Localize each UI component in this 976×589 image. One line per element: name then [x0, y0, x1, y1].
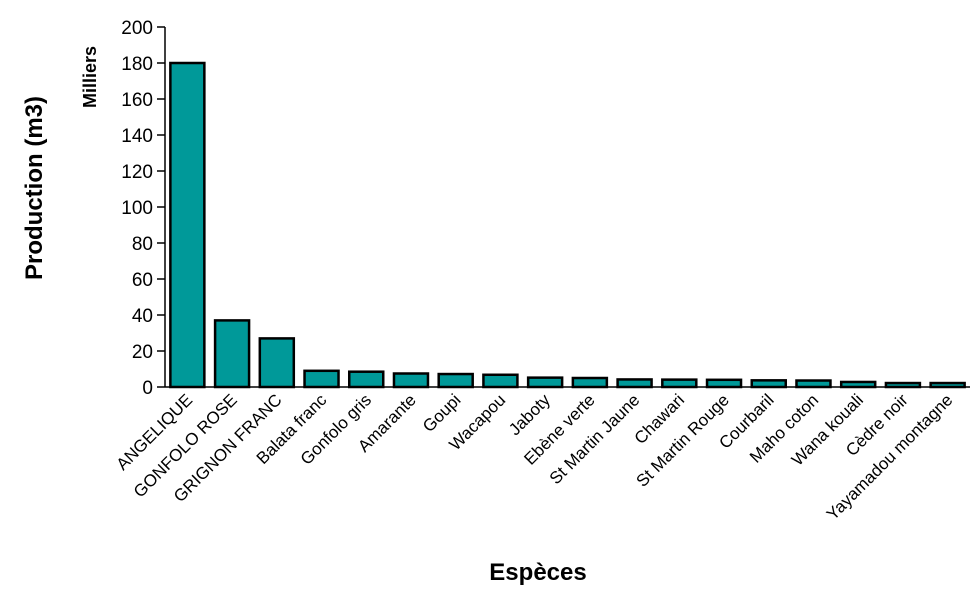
bar	[437, 372, 474, 389]
bar	[303, 369, 340, 389]
y-tick-label: 140	[121, 126, 153, 147]
bar	[258, 337, 296, 389]
bar	[616, 378, 653, 389]
bar	[348, 370, 385, 389]
bar	[839, 380, 877, 389]
bar	[526, 376, 564, 389]
y-axis-title: Production (m3)	[21, 96, 48, 280]
bar	[661, 378, 698, 389]
y-tick-label: 80	[132, 234, 153, 255]
y-tick-label: 160	[121, 90, 153, 111]
y-tick-label: 180	[121, 54, 153, 75]
y-tick-label: 0	[142, 378, 153, 399]
x-category-label: ANGELIQUE	[113, 390, 197, 474]
y-tick-label: 60	[132, 270, 153, 291]
y-tick-label: 120	[121, 162, 153, 183]
bar	[392, 372, 430, 389]
y-tick-label: 40	[132, 306, 153, 327]
bar	[169, 61, 206, 389]
bars	[169, 61, 966, 389]
bar	[571, 376, 609, 389]
x-axis-title: Espèces	[489, 559, 586, 586]
y-tick-label: 100	[121, 198, 153, 219]
bar	[213, 319, 251, 389]
y-tick-label: 200	[121, 18, 153, 39]
y-axis-ticks: 0 20 40 60 80 100 120 140 160 180 200	[121, 18, 165, 399]
bar	[795, 379, 832, 389]
y-axis-units-label: Milliers	[80, 46, 100, 108]
bar	[750, 379, 787, 389]
bar	[482, 373, 519, 389]
y-tick-label: 20	[132, 342, 153, 363]
bar	[705, 378, 743, 389]
